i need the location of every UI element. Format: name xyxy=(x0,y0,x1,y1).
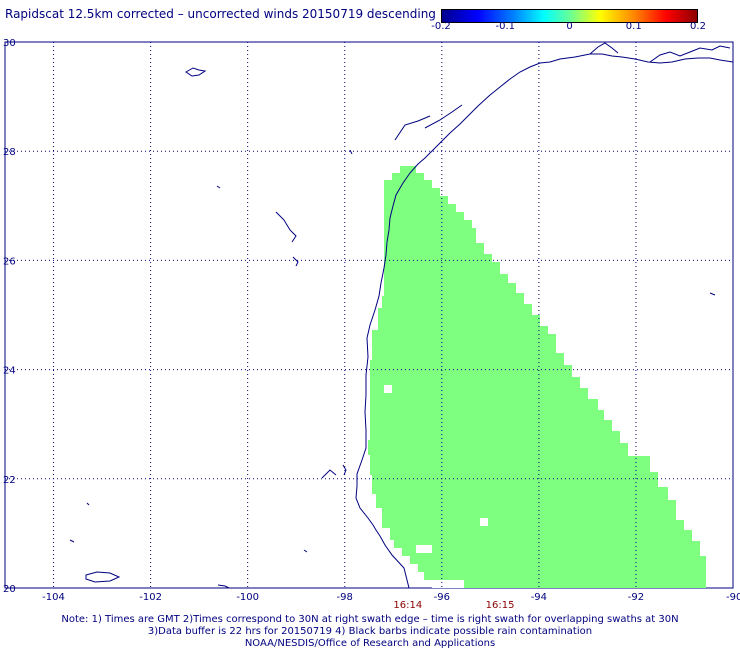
island-small-4 xyxy=(217,584,230,589)
island-southwest xyxy=(85,571,121,583)
map-frame xyxy=(4,41,734,589)
lon-tick-label-5: -94 xyxy=(531,592,547,603)
island-small-5 xyxy=(86,502,90,506)
island-small-3 xyxy=(709,292,716,296)
lake-1 xyxy=(185,67,207,77)
lon-tick-label-0: -104 xyxy=(42,592,65,603)
swath-time-label-1: 16:15 xyxy=(486,600,515,611)
lon-tick-label-1: -102 xyxy=(139,592,162,603)
swath-time-label-0: 16:14 xyxy=(393,600,422,611)
lon-tick-label-7: -90 xyxy=(726,592,740,603)
mississippi-delta xyxy=(589,42,619,55)
swath-gap-1 xyxy=(416,545,432,553)
lat-tick-label-1: 22 xyxy=(3,475,16,486)
colorbar-tick-2: 0 xyxy=(566,21,573,32)
lat-lon-grid xyxy=(5,42,733,588)
note-line-1: Note: 1) Times are GMT 2)Times correspon… xyxy=(61,614,679,625)
island-small-1 xyxy=(216,185,221,189)
lon-tick-label-4: -96 xyxy=(434,592,450,603)
coast-inlet-1 xyxy=(394,115,431,141)
axis-labels: -104 -102 -100 -98 -96 -94 -92 -90 20 22 24 26 28 30 1… xyxy=(3,38,740,611)
colorbar-tick-1: -0.1 xyxy=(495,21,516,32)
lat-tick-label-2: 24 xyxy=(3,366,16,377)
coast-inlet-2 xyxy=(424,104,463,129)
island-small-2 xyxy=(349,149,353,155)
lagoon-2 xyxy=(342,464,347,476)
lake-3 xyxy=(292,256,299,267)
note-line-2: 3)Data buffer is 22 hrs for 20150719 4) … xyxy=(147,626,593,637)
lon-tick-label-2: -100 xyxy=(236,592,259,603)
colorbar-tick-0: -0.2 xyxy=(431,21,451,32)
map-title: Rapidscat 12.5km corrected – uncorrected… xyxy=(5,7,436,21)
swath-gap-3 xyxy=(432,580,464,588)
gulf-coastline xyxy=(355,53,734,589)
colorbar-tick-4: 0.2 xyxy=(690,21,706,32)
lon-tick-label-6: -92 xyxy=(628,592,644,603)
lake-2 xyxy=(275,211,297,243)
lat-tick-label-5: 30 xyxy=(3,38,16,49)
lat-tick-label-4: 28 xyxy=(3,147,16,158)
lon-tick-label-3: -98 xyxy=(337,592,353,603)
colorbar-tick-3: 0.1 xyxy=(625,21,642,32)
swath-gap-2 xyxy=(480,518,488,526)
swath-gap-0 xyxy=(384,385,392,393)
island-small-7 xyxy=(303,549,308,553)
note-line-3: NOAA/NESDIS/Office of Research and Appli… xyxy=(244,638,496,649)
coastline xyxy=(69,42,734,589)
swath-polygon xyxy=(368,166,706,588)
lat-tick-label-0: 20 xyxy=(3,584,16,595)
island-small-6 xyxy=(69,539,75,543)
coast-east-detail xyxy=(649,45,731,63)
colorbar xyxy=(441,9,698,23)
lagoon-1 xyxy=(321,469,337,479)
lat-tick-label-3: 26 xyxy=(3,256,16,267)
swath-coverage xyxy=(368,166,706,588)
